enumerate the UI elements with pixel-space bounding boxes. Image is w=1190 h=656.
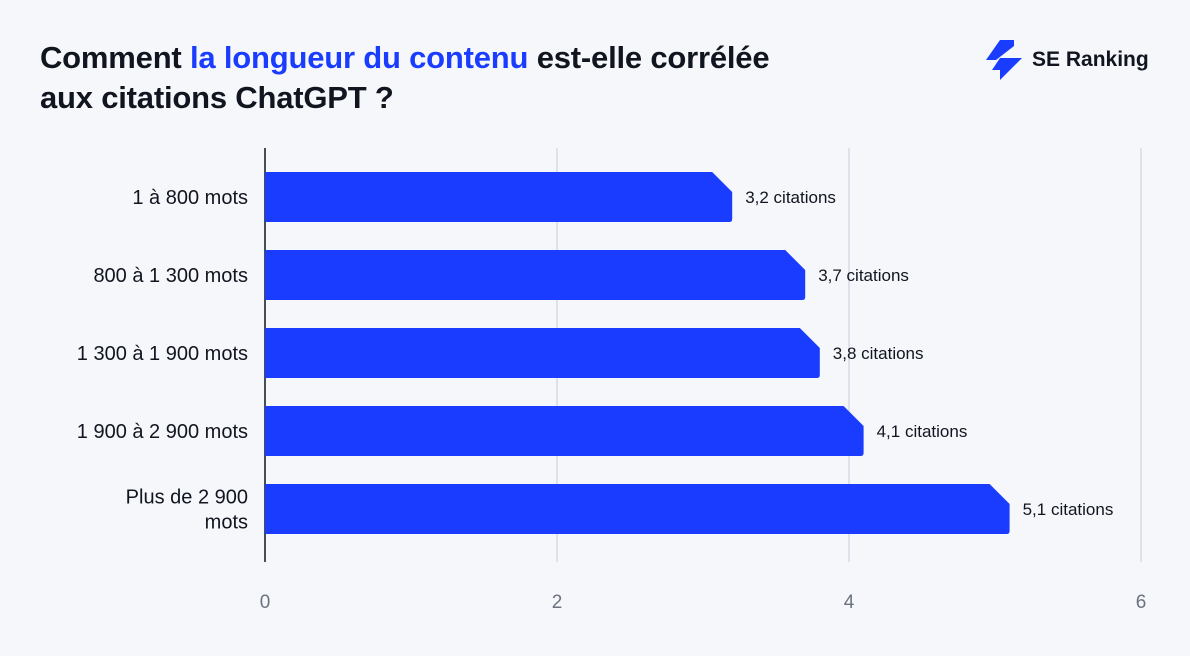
logo-text: SE Ranking	[1032, 48, 1149, 71]
se-ranking-logo: SE Ranking	[986, 40, 1149, 80]
chart-title: Comment la longueur du contenu est-elle …	[40, 38, 770, 118]
category-label: mots	[205, 512, 248, 534]
data-label: 5,1 citations	[1023, 500, 1114, 519]
bar	[265, 406, 864, 456]
x-tick-label: 0	[260, 592, 271, 613]
data-label: 3,2 citations	[745, 188, 836, 207]
bar	[265, 250, 806, 300]
x-tick-label: 4	[844, 592, 855, 613]
title-text: est-elle corrélée	[528, 40, 770, 75]
category-label: 1 300 à 1 900 mots	[77, 343, 248, 365]
data-label: 3,7 citations	[818, 266, 909, 285]
category-label: 1 900 à 2 900 mots	[77, 421, 248, 443]
title-highlight: la longueur du contenu	[189, 40, 529, 75]
category-label: Plus de 2 900	[126, 487, 248, 509]
x-tick-label: 6	[1136, 592, 1147, 613]
x-tick-label: 2	[552, 592, 563, 613]
data-label: 4,1 citations	[877, 422, 968, 441]
data-label: 3,8 citations	[833, 344, 924, 363]
bar	[265, 328, 820, 378]
bar	[265, 484, 1010, 534]
category-label: 1 à 800 mots	[132, 187, 248, 209]
title-text: Comment	[40, 40, 190, 75]
category-label: 800 à 1 300 mots	[93, 265, 248, 287]
bar	[265, 172, 733, 222]
se-ranking-bolt-icon	[986, 40, 1022, 80]
title-line2: aux citations ChatGPT ?	[40, 80, 394, 115]
